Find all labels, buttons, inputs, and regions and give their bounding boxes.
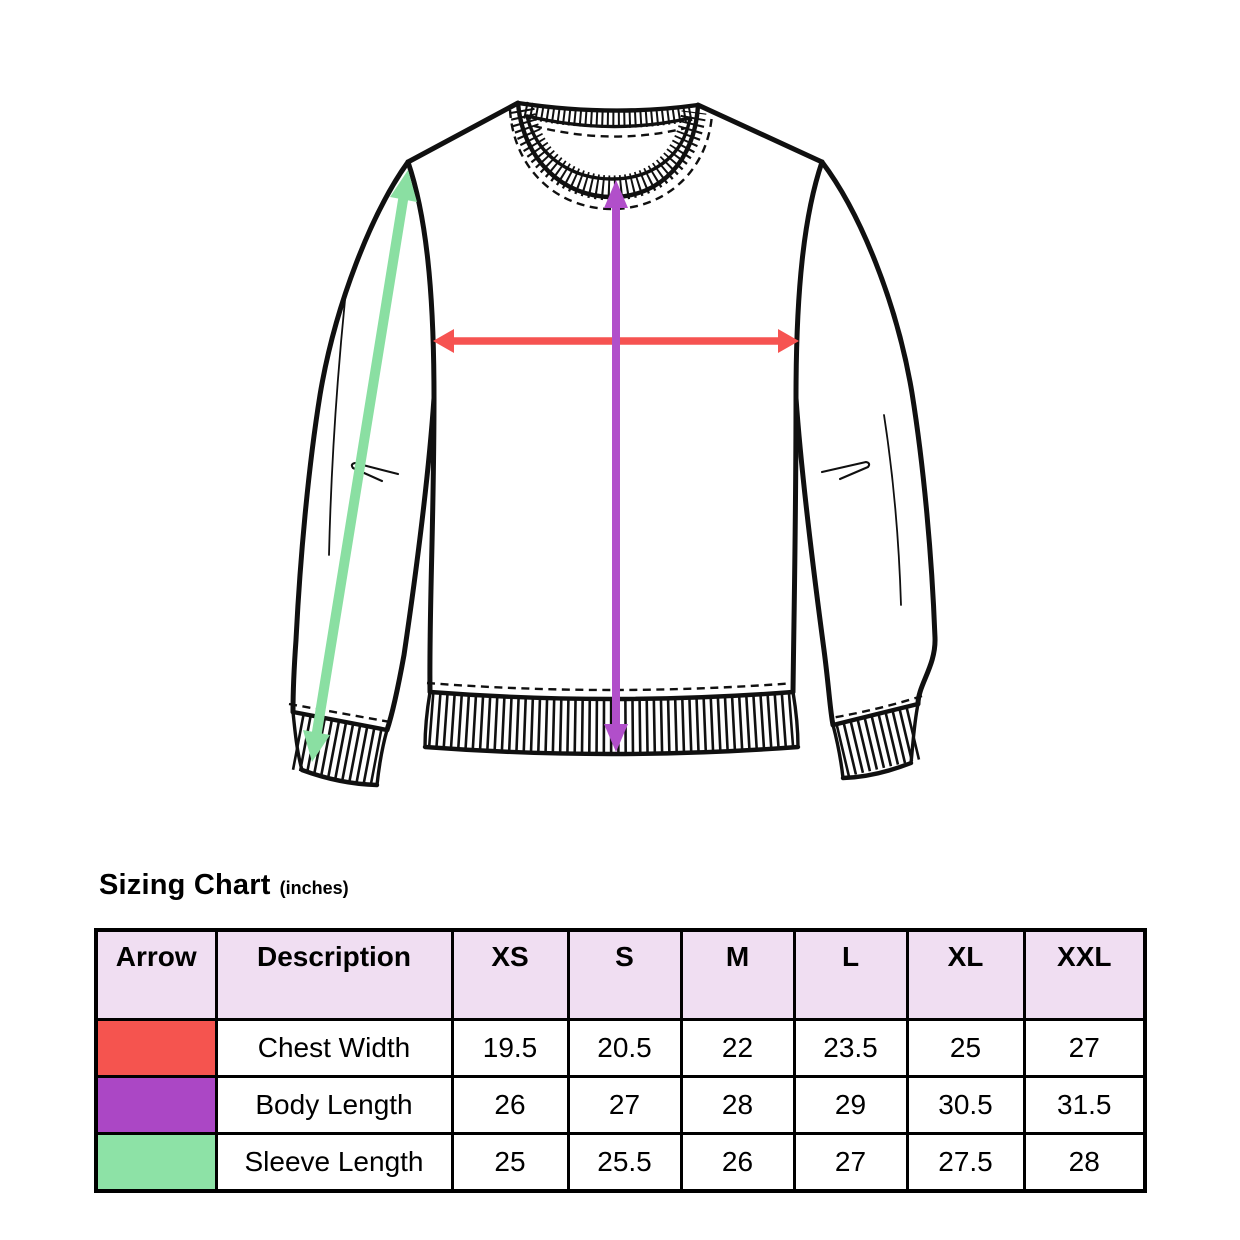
body-arrow-bottom-head [604, 724, 628, 752]
chart-title-unit: (inches) [279, 878, 349, 898]
body-length-arrow [604, 180, 628, 752]
right-cuff-ribbing [831, 706, 921, 778]
size-value: 28 [679, 1075, 796, 1135]
right-cuff-top-edge [830, 701, 921, 728]
table-row: Sleeve Length 25 25.5 26 27 27.5 28 [94, 1132, 1147, 1193]
size-value: 30.5 [905, 1075, 1026, 1135]
column-header-xl: XL [905, 928, 1026, 1021]
column-header-arrow: Arrow [94, 928, 218, 1021]
size-value: 31.5 [1022, 1075, 1147, 1135]
collar-front-top-edge [525, 114, 692, 181]
sleeve-arrow-top-head [390, 170, 417, 202]
band-edges [290, 100, 921, 788]
size-value: 27 [1022, 1018, 1147, 1078]
right-cuff-inner-edge [831, 723, 845, 780]
chest-arrow-right-head [778, 329, 799, 353]
right-sleeve-crease [883, 414, 902, 606]
size-value: 25.5 [566, 1132, 683, 1193]
size-value: 27 [792, 1132, 909, 1193]
size-value: 25 [905, 1018, 1026, 1078]
hem-stitch [426, 681, 796, 692]
right-sleeve-inner-seam [793, 395, 836, 728]
sizing-table: Arrow Description XS S M L XL XXL Chest Width 19… [94, 928, 1147, 1193]
arrow-color-swatch [94, 1018, 218, 1078]
body-arrow-top-head [604, 180, 628, 208]
size-value: 26 [450, 1075, 570, 1135]
size-value: 28 [1022, 1132, 1147, 1193]
right-sleeve-outer-edge [819, 159, 938, 707]
collar-front-ribbing [509, 107, 707, 201]
arrow-color-swatch [94, 1075, 218, 1135]
size-value: 29 [792, 1075, 909, 1135]
column-header-m: M [679, 928, 796, 1021]
chart-title-main: Sizing Chart [99, 869, 271, 901]
fabric-details [328, 299, 902, 606]
right-elbow-detail [820, 460, 871, 481]
right-cuff-stitch [830, 694, 923, 720]
collar-back-top-edge [515, 100, 701, 113]
left-shoulder-seam [405, 100, 521, 165]
hem-left-edge [423, 690, 432, 749]
size-value: 27.5 [905, 1132, 1026, 1193]
size-value: 20.5 [566, 1018, 683, 1078]
hem-bottom-edge [422, 744, 801, 757]
arrow-color-swatch [94, 1132, 218, 1193]
left-cuff-bottom-edge [299, 767, 380, 788]
table-body: Chest Width 19.5 20.5 22 23.5 25 27 Body Length… [94, 1018, 1147, 1193]
left-sleeve-crease [328, 299, 346, 556]
left-elbow-detail [350, 461, 400, 483]
hem-right-edge [791, 690, 800, 749]
table-row: Body Length 26 27 28 29 30.5 31.5 [94, 1075, 1147, 1135]
size-value: 26 [679, 1132, 796, 1193]
right-cuff-bottom-edge [840, 760, 914, 781]
sweatshirt-outline [290, 100, 938, 733]
left-sleeve-outer-edge [290, 159, 411, 715]
column-header-s: S [566, 928, 683, 1021]
left-cuff-inner-edge [375, 728, 389, 787]
column-header-xxl: XXL [1022, 928, 1147, 1021]
size-value: 25 [450, 1132, 570, 1193]
chart-title: Sizing Chart (inches) [99, 869, 349, 902]
column-header-xs: XS [450, 928, 570, 1021]
size-value: 27 [566, 1075, 683, 1135]
size-value: 23.5 [792, 1018, 909, 1078]
left-sleeve-inner-seam [384, 395, 437, 733]
measurement-description: Body Length [214, 1075, 454, 1135]
table-row: Chest Width 19.5 20.5 22 23.5 25 27 [94, 1018, 1147, 1078]
table-header-row: Arrow Description XS S M L XL XXL [94, 928, 1147, 1021]
chest-arrow-left-head [433, 329, 454, 353]
size-value: 22 [679, 1018, 796, 1078]
size-value: 19.5 [450, 1018, 570, 1078]
sleeve-arrow-bottom-head [303, 730, 330, 762]
collar-inside-stitch [533, 124, 687, 138]
stitch-lines [288, 109, 923, 724]
left-cuff-top-edge [290, 709, 390, 733]
measurement-description: Sleeve Length [214, 1132, 454, 1193]
sleeve-length-arrow [303, 170, 417, 762]
collar-back-bottom-edge [525, 114, 692, 129]
right-shoulder-seam [695, 102, 825, 165]
hem-top-edge [427, 689, 796, 702]
collar-outer-stitch [508, 109, 714, 211]
column-header-description: Description [214, 928, 454, 1021]
right-cuff-outer-edge [909, 702, 920, 765]
column-header-l: L [792, 928, 909, 1021]
sweatshirt-diagram [288, 100, 938, 788]
collar-back-ribbing [523, 101, 696, 128]
sleeve-arrow-shaft [311, 193, 409, 739]
left-cuff-outer-edge [291, 710, 304, 772]
measurement-description: Chest Width [214, 1018, 454, 1078]
